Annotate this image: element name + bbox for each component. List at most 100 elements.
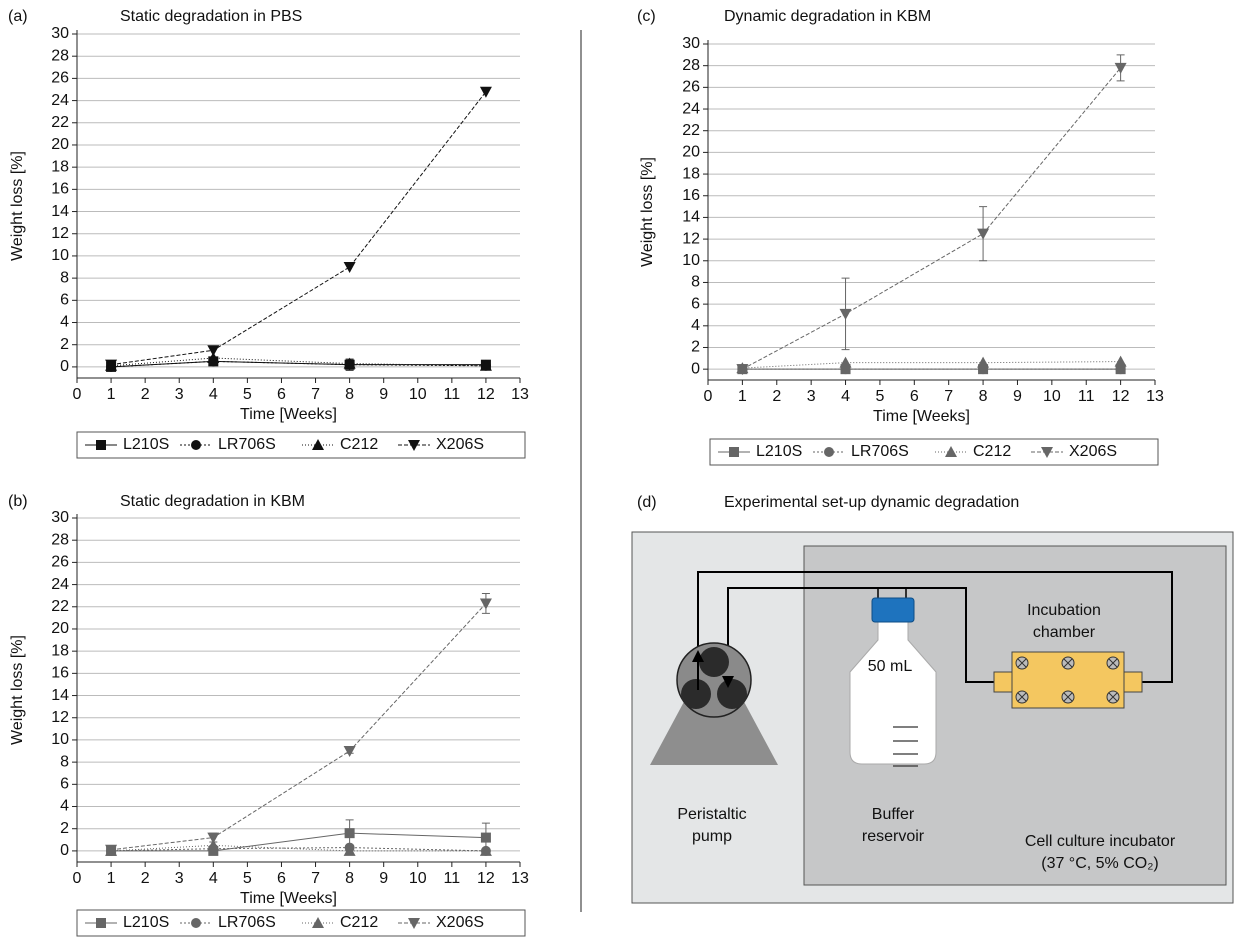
marker (343, 262, 356, 274)
marker (479, 844, 492, 856)
chamber-port (993, 671, 1015, 693)
x-tick-label: 4 (209, 870, 218, 887)
x-tick-label: 13 (511, 386, 529, 403)
y-tick-label: 12 (51, 225, 69, 242)
marker (207, 839, 220, 851)
legend-marker (408, 918, 420, 929)
series-line (111, 360, 486, 368)
legend-marker (191, 918, 201, 928)
y-tick-label: 30 (682, 35, 700, 52)
x-tick-label: 5 (875, 388, 884, 405)
marker (1115, 364, 1126, 375)
y-tick-label: 18 (682, 165, 700, 182)
x-tick-label: 7 (944, 388, 953, 405)
screw-cross (1063, 692, 1073, 702)
series-line (742, 361, 1121, 369)
y-tick-label: 8 (60, 753, 69, 770)
x-tick-label: 10 (1043, 388, 1061, 405)
legend-marker (312, 917, 324, 928)
y-axis-label: Weight loss [%] (639, 157, 656, 267)
y-tick-label: 6 (60, 776, 69, 793)
marker (977, 228, 990, 240)
y-tick-label: 22 (51, 598, 69, 615)
legend-label: X206S (436, 436, 484, 453)
legend-label: L210S (123, 914, 169, 931)
tubing (727, 587, 994, 683)
y-tick-label: 14 (51, 203, 69, 220)
screw-cross (1108, 658, 1118, 668)
chamber-port (1121, 671, 1143, 693)
y-tick-label: 24 (682, 100, 700, 117)
y-tick-label: 6 (691, 295, 700, 312)
legend-marker (96, 440, 106, 450)
y-tick-label: 14 (682, 209, 700, 226)
x-tick-label: 10 (409, 870, 427, 887)
screw-cross (1108, 692, 1118, 702)
marker (480, 832, 491, 843)
y-tick-label: 16 (682, 187, 700, 204)
marker (343, 746, 356, 758)
incubator-label: (37 °C, 5% CO₂) (1041, 855, 1159, 872)
pump-roller (717, 679, 747, 709)
y-tick-label: 30 (51, 509, 69, 526)
legend-marker (312, 439, 324, 450)
legend-label: C212 (340, 914, 378, 931)
legend-marker (191, 440, 201, 450)
reservoir-label: Buffer (872, 806, 915, 823)
marker (207, 832, 220, 844)
y-tick-label: 12 (682, 230, 700, 247)
y-axis-label: Weight loss [%] (9, 635, 26, 745)
x-tick-label: 12 (477, 870, 495, 887)
series-line (111, 360, 486, 368)
x-tick-label: 12 (1112, 388, 1130, 405)
x-axis-label: Time [Weeks] (240, 890, 337, 907)
pump-roller (681, 679, 711, 709)
legend-label: X206S (1069, 443, 1117, 460)
series-line (111, 357, 486, 367)
series-line (111, 91, 487, 366)
x-tick-label: 7 (311, 386, 320, 403)
bottle (849, 621, 937, 765)
reservoir-label: reservoir (862, 828, 925, 845)
legend-marker (1041, 447, 1053, 458)
x-tick-label: 11 (1078, 388, 1095, 405)
y-tick-label: 10 (682, 252, 700, 269)
legend-label: C212 (973, 443, 1011, 460)
x-tick-label: 9 (379, 386, 388, 403)
y-tick-label: 14 (51, 687, 69, 704)
x-tick-label: 5 (243, 870, 252, 887)
marker (839, 356, 852, 368)
marker (207, 352, 220, 364)
legend-label: LR706S (851, 443, 909, 460)
marker (343, 357, 356, 369)
y-tick-label: 24 (51, 576, 69, 593)
bottle-cap (871, 597, 915, 623)
x-axis-label: Time [Weeks] (240, 406, 337, 423)
y-tick-label: 10 (51, 731, 69, 748)
arrow-head (692, 650, 704, 662)
x-tick-label: 3 (175, 386, 184, 403)
x-tick-label: 3 (175, 870, 184, 887)
pump-roller (699, 647, 729, 677)
x-tick-label: 8 (979, 388, 988, 405)
chart: (b) Static degradation in KBM024681012141… (8, 493, 529, 937)
y-tick-label: 20 (51, 136, 69, 153)
x-tick-label: 8 (345, 870, 354, 887)
y-tick-label: 6 (60, 292, 69, 309)
y-tick-label: 0 (691, 360, 700, 377)
marker (344, 828, 355, 839)
x-tick-label: 13 (1146, 388, 1164, 405)
chamber-label: chamber (1033, 624, 1096, 641)
y-tick-label: 20 (682, 144, 700, 161)
legend-marker (96, 918, 106, 928)
y-tick-label: 30 (51, 25, 69, 42)
marker (105, 359, 118, 371)
marker (207, 345, 220, 357)
y-tick-label: 2 (60, 820, 69, 837)
y-tick-label: 16 (51, 181, 69, 198)
marker (736, 364, 749, 376)
pump-base (650, 698, 778, 765)
marker (105, 844, 118, 856)
x-tick-label: 4 (209, 386, 218, 403)
x-tick-label: 6 (910, 388, 919, 405)
